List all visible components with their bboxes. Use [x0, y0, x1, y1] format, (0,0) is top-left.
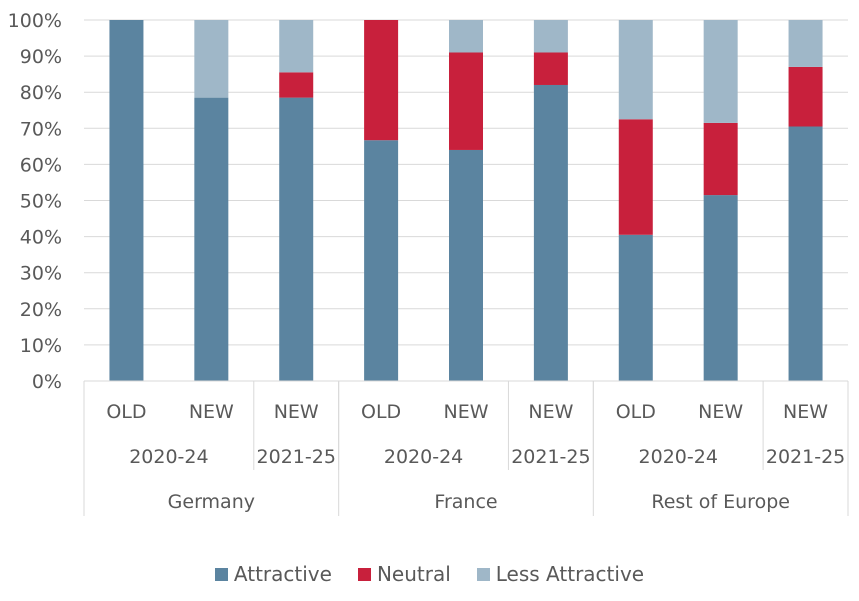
x-category-label: NEW	[189, 401, 234, 423]
legend-item-neutral: Neutral	[357, 562, 451, 586]
bar-segment-attractive	[364, 140, 399, 381]
legend-swatch-neutral	[357, 567, 371, 581]
x-category-label: NEW	[698, 401, 743, 423]
y-tick-label: 10%	[20, 335, 62, 357]
bar-segment-attractive	[449, 149, 483, 381]
bar-segment-neutral	[618, 119, 653, 235]
y-tick-label: 70%	[20, 118, 62, 140]
bar-segment-attractive	[533, 84, 568, 381]
bar-segment-attractive	[109, 20, 144, 381]
bar-segment-neutral	[449, 52, 483, 150]
x-period-label: 2020-24	[384, 446, 463, 468]
y-tick-label: 0%	[32, 371, 62, 393]
bar-segment-neutral	[533, 52, 568, 85]
x-category-label: OLD	[361, 401, 401, 423]
bar-segment-less-attractive	[449, 20, 483, 53]
bar-segment-attractive	[788, 126, 823, 382]
bar-segment-neutral	[703, 122, 738, 196]
category-axis: OLD NEW NEW OLD NEW NEW OLD NEW NEW 2020-24 2021-2…	[83, 380, 849, 516]
bar-segment-less-attractive	[703, 20, 738, 123]
legend-item-less-attractive: Less Attractive	[476, 562, 645, 586]
bar-segment-less-attractive	[279, 20, 314, 73]
bar-segment-attractive	[194, 97, 229, 382]
y-tick-label: 90%	[20, 46, 62, 68]
y-tick-label: 60%	[20, 154, 62, 176]
bar-segment-attractive	[703, 195, 738, 381]
bar-segment-attractive	[279, 97, 314, 382]
x-region-label: Germany	[168, 491, 255, 513]
legend: Attractive Neutral Less Attractive	[0, 559, 859, 589]
legend-label-neutral: Neutral	[376, 562, 451, 586]
x-category-label: OLD	[616, 401, 656, 423]
bar-segment-neutral	[788, 66, 823, 127]
y-tick-label: 100%	[8, 10, 62, 32]
bar-segment-less-attractive	[194, 20, 229, 98]
x-period-label: 2020-24	[639, 446, 718, 468]
bar-segment-attractive	[618, 234, 653, 381]
x-period-label: 2021-25	[511, 446, 590, 468]
bars	[109, 20, 823, 382]
y-tick-label: 30%	[20, 263, 62, 285]
legend-swatch-attractive	[214, 567, 228, 581]
y-axis-tick-labels: 0% 10% 20% 30% 40% 50% 60% 70% 80% 90% 100%	[8, 10, 62, 393]
y-tick-label: 80%	[20, 82, 62, 104]
x-period-label: 2021-25	[766, 446, 845, 468]
y-tick-label: 40%	[20, 227, 62, 249]
bar-segment-neutral	[279, 72, 314, 98]
x-period-label: 2021-25	[257, 446, 336, 468]
y-tick-label: 50%	[20, 191, 62, 213]
x-period-label: 2020-24	[129, 446, 208, 468]
x-region-label: Rest of Europe	[651, 491, 790, 513]
bar-segment-less-attractive	[788, 20, 823, 67]
x-region-label: France	[434, 491, 497, 513]
x-category-label: NEW	[528, 401, 573, 423]
legend-item-attractive: Attractive	[214, 562, 332, 586]
x-category-label: NEW	[274, 401, 319, 423]
x-category-label: NEW	[783, 401, 828, 423]
y-tick-label: 20%	[20, 299, 62, 321]
x-category-label: NEW	[443, 401, 488, 423]
bar-segment-less-attractive	[618, 20, 653, 120]
bar-segment-less-attractive	[533, 20, 568, 53]
legend-label-less-attractive: Less Attractive	[495, 562, 645, 586]
bar-segment-neutral	[364, 20, 399, 141]
legend-swatch-less-attractive	[476, 567, 490, 581]
x-category-label: OLD	[106, 401, 146, 423]
legend-label-attractive: Attractive	[233, 562, 332, 586]
